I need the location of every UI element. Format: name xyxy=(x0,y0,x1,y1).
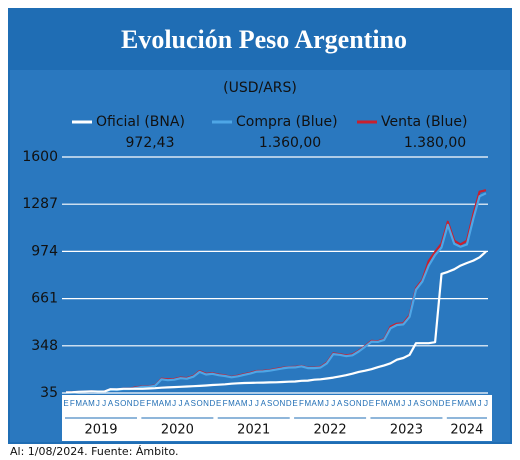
year-label: 2023 xyxy=(390,423,423,438)
x-tick-label: S xyxy=(114,399,119,408)
x-tick-label: F xyxy=(299,399,304,408)
series-line xyxy=(65,250,487,394)
x-tick-label: J xyxy=(96,399,100,408)
footer: Al: 1/08/2024. Fuente: Ámbito. xyxy=(10,445,179,458)
x-tick-label: N xyxy=(203,399,209,408)
x-tick-label: A xyxy=(159,399,165,408)
x-tick-label: J xyxy=(102,399,106,408)
x-tick-label: J xyxy=(478,399,482,408)
x-tick-label: O xyxy=(197,399,203,408)
x-tick-label: N xyxy=(279,399,285,408)
x-tick-label: J xyxy=(331,399,335,408)
x-tick-label: A xyxy=(312,399,318,408)
x-tick-label: M xyxy=(470,399,477,408)
y-tick-label: 1287 xyxy=(22,196,58,212)
x-tick-label: O xyxy=(349,399,355,408)
x-tick-label: E xyxy=(445,399,450,408)
x-tick-label: A xyxy=(108,399,114,408)
x-tick-label: A xyxy=(184,399,190,408)
x-tick-label: N xyxy=(356,399,362,408)
x-tick-label: O xyxy=(273,399,279,408)
x-tick-label: N xyxy=(127,399,133,408)
subtitle: (USD/ARS) xyxy=(223,80,297,96)
legend-label: Venta (Blue) xyxy=(381,114,467,130)
x-tick-label: N xyxy=(432,399,438,408)
x-tick-label: F xyxy=(452,399,457,408)
x-tick-label: F xyxy=(70,399,75,408)
y-tick-label: 661 xyxy=(31,291,58,307)
x-tick-label: A xyxy=(82,399,88,408)
x-tick-label: O xyxy=(120,399,126,408)
x-tick-label: A xyxy=(235,399,241,408)
x-tick-label: M xyxy=(75,399,82,408)
x-tick-label: M xyxy=(88,399,95,408)
y-tick-label: 35 xyxy=(40,385,58,401)
x-tick-label: E xyxy=(292,399,297,408)
x-tick-label: D xyxy=(362,399,368,408)
year-label: 2019 xyxy=(84,423,117,438)
x-tick-label: A xyxy=(337,399,343,408)
x-tick-label: M xyxy=(241,399,248,408)
y-tick-label: 348 xyxy=(31,338,58,354)
x-tick-label: E xyxy=(369,399,374,408)
x-tick-label: M xyxy=(228,399,235,408)
x-tick-label: A xyxy=(464,399,470,408)
year-label: 2022 xyxy=(314,423,347,438)
x-tick-label: M xyxy=(457,399,464,408)
year-label: 2020 xyxy=(161,423,194,438)
x-tick-label: F xyxy=(146,399,151,408)
legend-label: Compra (Blue) xyxy=(236,114,338,130)
legend-value: 1.380,00 xyxy=(404,135,466,151)
x-tick-label: F xyxy=(375,399,380,408)
x-tick-label: S xyxy=(343,399,348,408)
x-tick-label: M xyxy=(394,399,401,408)
x-tick-label: M xyxy=(317,399,324,408)
year-label: 2021 xyxy=(237,423,270,438)
legend-value: 972,43 xyxy=(126,135,175,151)
year-label: 2024 xyxy=(450,423,483,438)
x-tick-label: M xyxy=(164,399,171,408)
x-tick-label: J xyxy=(401,399,405,408)
x-tick-label: E xyxy=(140,399,145,408)
x-tick-label: J xyxy=(249,399,253,408)
x-tick-label: J xyxy=(255,399,259,408)
x-tick-label: J xyxy=(179,399,183,408)
legend-value: 1.360,00 xyxy=(259,135,321,151)
x-tick-label: J xyxy=(484,399,488,408)
x-tick-label: S xyxy=(191,399,196,408)
plot-panel xyxy=(10,70,510,442)
x-tick-label: M xyxy=(152,399,159,408)
x-tick-label: J xyxy=(325,399,329,408)
x-tick-label: O xyxy=(426,399,432,408)
x-tick-label: M xyxy=(381,399,388,408)
x-tick-label: A xyxy=(413,399,419,408)
x-tick-label: D xyxy=(439,399,445,408)
x-tick-label: D xyxy=(209,399,215,408)
x-tick-label: D xyxy=(286,399,292,408)
x-tick-label: J xyxy=(172,399,176,408)
x-tick-label: M xyxy=(304,399,311,408)
x-tick-label: D xyxy=(133,399,139,408)
chart-title: Evolución Peso Argentino xyxy=(121,25,407,54)
y-tick-label: 1600 xyxy=(22,149,58,165)
x-tick-label: A xyxy=(388,399,394,408)
x-tick-label: E xyxy=(63,399,68,408)
y-tick-label: 974 xyxy=(31,243,58,259)
x-tick-label: A xyxy=(261,399,267,408)
x-tick-label: S xyxy=(420,399,425,408)
legend-label: Oficial (BNA) xyxy=(96,114,185,130)
x-tick-label: S xyxy=(267,399,272,408)
x-tick-label: E xyxy=(216,399,221,408)
x-tick-label: F xyxy=(223,399,228,408)
x-tick-label: J xyxy=(408,399,412,408)
